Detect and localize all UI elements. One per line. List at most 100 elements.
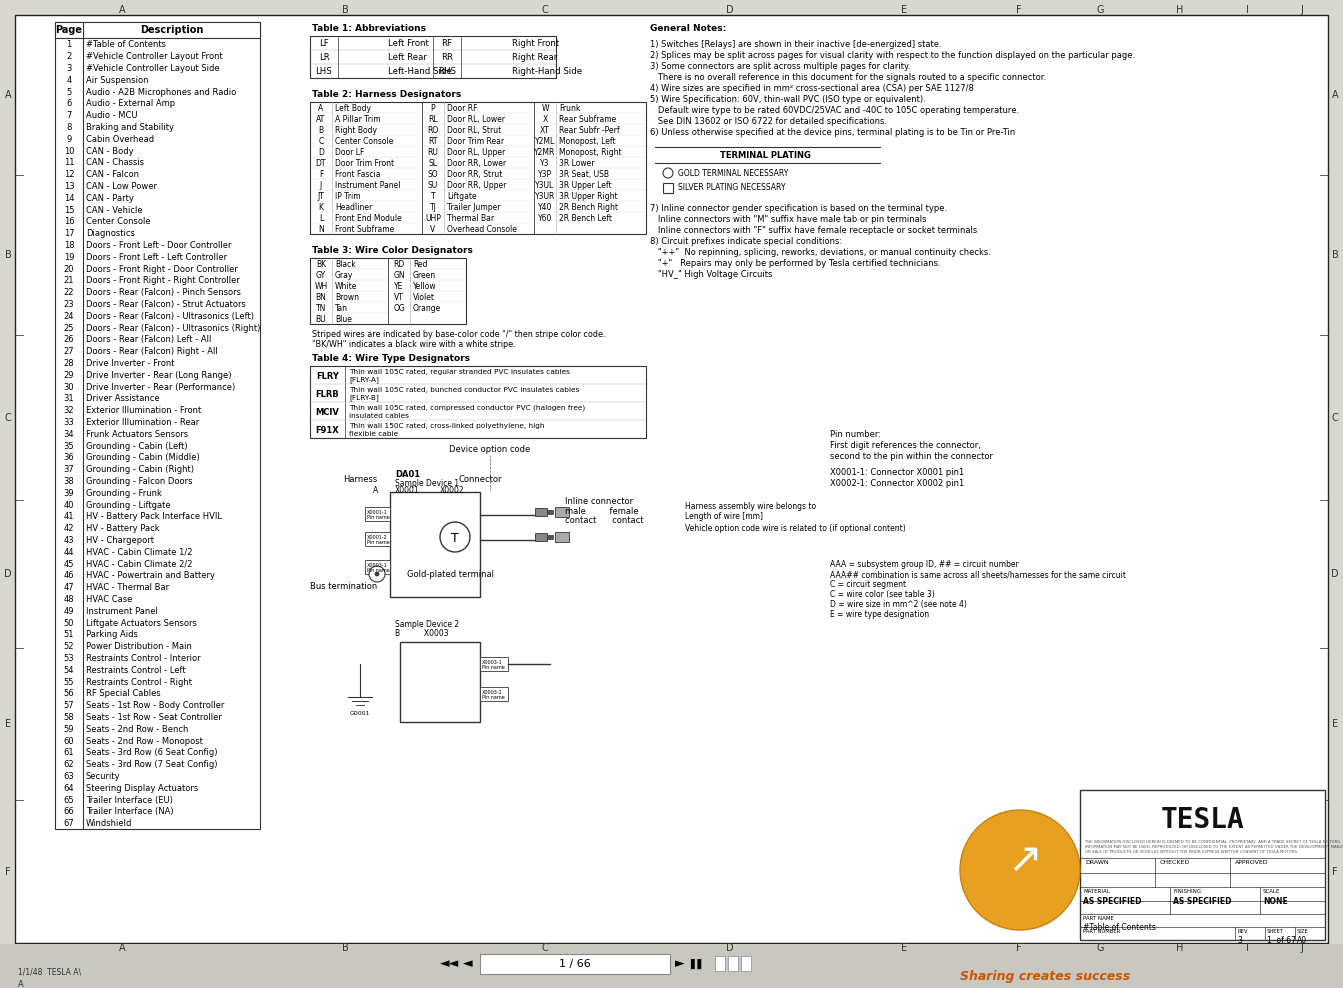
Circle shape — [960, 810, 1080, 930]
Text: OR SALE OF PRODUCTS OR VEHICLES WITHOUT THE PRIOR EXPRESS WRITTEN CONSENT OF TES: OR SALE OF PRODUCTS OR VEHICLES WITHOUT … — [1085, 850, 1299, 854]
Text: 32: 32 — [63, 406, 74, 415]
Text: X0003-2: X0003-2 — [482, 690, 502, 695]
Bar — [310, 258, 466, 324]
Text: TN: TN — [316, 304, 326, 313]
Text: X0002-1: Connector X0002 pin1: X0002-1: Connector X0002 pin1 — [830, 479, 964, 488]
Text: Front End Module: Front End Module — [334, 214, 402, 223]
Text: Doors - Front Right - Right Controller: Doors - Front Right - Right Controller — [86, 277, 240, 286]
Bar — [389, 492, 479, 597]
Text: Drive Inverter - Rear (Performance): Drive Inverter - Rear (Performance) — [86, 382, 235, 391]
Text: Blue: Blue — [334, 315, 352, 324]
Text: Grounding - Falcon Doors: Grounding - Falcon Doors — [86, 477, 192, 486]
Text: "BK/WH" indicates a black wire with a white stripe.: "BK/WH" indicates a black wire with a wh… — [312, 340, 516, 349]
Text: B: B — [1332, 250, 1339, 260]
Text: Y3UL: Y3UL — [536, 181, 555, 190]
Text: CAN - Chassis: CAN - Chassis — [86, 158, 144, 167]
Text: 4) Wire sizes are specified in mm² cross-sectional area (CSA) per SAE 1127/8: 4) Wire sizes are specified in mm² cross… — [650, 84, 974, 93]
Text: 5) Wire Specification: 60V, thin-wall PVC (ISO type or equivalent).: 5) Wire Specification: 60V, thin-wall PV… — [650, 95, 925, 104]
Text: Trailer Interface (NA): Trailer Interface (NA) — [86, 807, 173, 816]
Bar — [663, 183, 673, 193]
Text: B: B — [318, 126, 324, 135]
Bar — [1080, 790, 1326, 940]
Text: Doors - Rear (Falcon) - Pinch Sensors: Doors - Rear (Falcon) - Pinch Sensors — [86, 288, 240, 297]
Text: AS SPECIFIED: AS SPECIFIED — [1082, 897, 1142, 906]
Text: Door LF: Door LF — [334, 148, 364, 157]
Text: Trailer Jumper: Trailer Jumper — [447, 203, 501, 212]
Text: D: D — [727, 5, 733, 15]
Bar — [728, 956, 739, 971]
Text: Audio - External Amp: Audio - External Amp — [86, 100, 175, 109]
Text: AAA## combination is same across all sheets/harnesses for the same circuit: AAA## combination is same across all she… — [830, 570, 1125, 579]
Text: SL: SL — [428, 159, 438, 168]
Text: SCALE: SCALE — [1262, 889, 1280, 894]
Text: Seats - 3rd Row (7 Seat Config): Seats - 3rd Row (7 Seat Config) — [86, 760, 218, 770]
Text: "++"  No repinning, splicing, reworks, deviations, or manual continuity checks.: "++" No repinning, splicing, reworks, de… — [650, 248, 991, 257]
Text: Exterior Illumination - Front: Exterior Illumination - Front — [86, 406, 201, 415]
Text: Steering Display Actuators: Steering Display Actuators — [86, 783, 199, 792]
Text: D: D — [318, 148, 324, 157]
Text: CAN - Party: CAN - Party — [86, 194, 134, 203]
Text: 3R Seat, USB: 3R Seat, USB — [559, 170, 608, 179]
Text: flexible cable: flexible cable — [349, 431, 398, 437]
Text: CAN - Body: CAN - Body — [86, 146, 133, 155]
Text: Thin wall 105C rated, bunched conductor PVC insulates cables: Thin wall 105C rated, bunched conductor … — [349, 387, 579, 393]
Text: 54: 54 — [63, 666, 74, 675]
Text: 51: 51 — [63, 630, 74, 639]
Text: BN: BN — [316, 293, 326, 302]
Text: 56: 56 — [63, 690, 74, 699]
Text: Drive Inverter - Rear (Long Range): Drive Inverter - Rear (Long Range) — [86, 370, 231, 379]
Text: SILVER PLATING NECESSARY: SILVER PLATING NECESSARY — [678, 184, 786, 193]
Text: 1  of 67: 1 of 67 — [1266, 936, 1296, 945]
Text: E: E — [901, 943, 907, 953]
Text: H: H — [1176, 5, 1183, 15]
Text: Air Suspension: Air Suspension — [86, 76, 149, 85]
Text: Diagnostics: Diagnostics — [86, 229, 134, 238]
Text: Table 2: Harness Designators: Table 2: Harness Designators — [312, 90, 461, 99]
Text: 2: 2 — [66, 52, 71, 61]
Text: 19: 19 — [63, 253, 74, 262]
Text: 50: 50 — [63, 618, 74, 627]
Text: 2R Bench Left: 2R Bench Left — [559, 214, 612, 223]
Text: 16: 16 — [63, 217, 74, 226]
Text: 26: 26 — [63, 335, 74, 345]
Text: F: F — [5, 866, 11, 876]
Text: H: H — [1176, 943, 1183, 953]
Text: Power Distribution - Main: Power Distribution - Main — [86, 642, 192, 651]
Text: 3) Some connectors are split across multiple pages for clarity.: 3) Some connectors are split across mult… — [650, 62, 911, 71]
Text: Pin name: Pin name — [367, 540, 389, 545]
Bar — [365, 507, 389, 521]
Text: Right Front: Right Front — [512, 40, 559, 48]
Text: E = wire type designation: E = wire type designation — [830, 610, 929, 619]
Text: T: T — [431, 192, 435, 201]
Text: Doors - Rear (Falcon) - Ultrasonics (Left): Doors - Rear (Falcon) - Ultrasonics (Lef… — [86, 312, 254, 321]
Text: 13: 13 — [63, 182, 74, 191]
Text: 9: 9 — [66, 134, 71, 144]
Text: HVAC - Powertrain and Battery: HVAC - Powertrain and Battery — [86, 571, 215, 580]
Text: AAA = subsystem group ID, ## = circuit number: AAA = subsystem group ID, ## = circuit n… — [830, 560, 1019, 569]
Text: X0001: X0001 — [395, 486, 419, 495]
Text: J: J — [1300, 943, 1303, 953]
Text: insulated cables: insulated cables — [349, 413, 408, 419]
Text: DRAWN: DRAWN — [1085, 860, 1108, 865]
Text: ↗: ↗ — [1007, 839, 1042, 881]
Text: 63: 63 — [63, 772, 74, 781]
Text: Brown: Brown — [334, 293, 359, 302]
Text: Table 4: Wire Type Designators: Table 4: Wire Type Designators — [312, 354, 470, 363]
Text: Connector: Connector — [458, 475, 502, 484]
Text: X0001-1: X0001-1 — [367, 510, 388, 515]
Bar — [555, 507, 569, 517]
Text: 45: 45 — [63, 559, 74, 569]
Text: Seats - 1st Row - Seat Controller: Seats - 1st Row - Seat Controller — [86, 713, 222, 722]
Text: 59: 59 — [63, 725, 74, 734]
Text: 55: 55 — [63, 678, 74, 687]
Bar — [479, 687, 508, 701]
Text: F: F — [1017, 5, 1022, 15]
Text: Door Trim Front: Door Trim Front — [334, 159, 393, 168]
Text: Pin name: Pin name — [367, 515, 389, 520]
Text: Y3UR: Y3UR — [535, 192, 555, 201]
Text: A Pillar Trim: A Pillar Trim — [334, 115, 380, 124]
Text: RD: RD — [393, 260, 404, 269]
Text: Restraints Control - Right: Restraints Control - Right — [86, 678, 192, 687]
Text: Instrument Panel: Instrument Panel — [334, 181, 400, 190]
Text: W: W — [541, 104, 549, 113]
